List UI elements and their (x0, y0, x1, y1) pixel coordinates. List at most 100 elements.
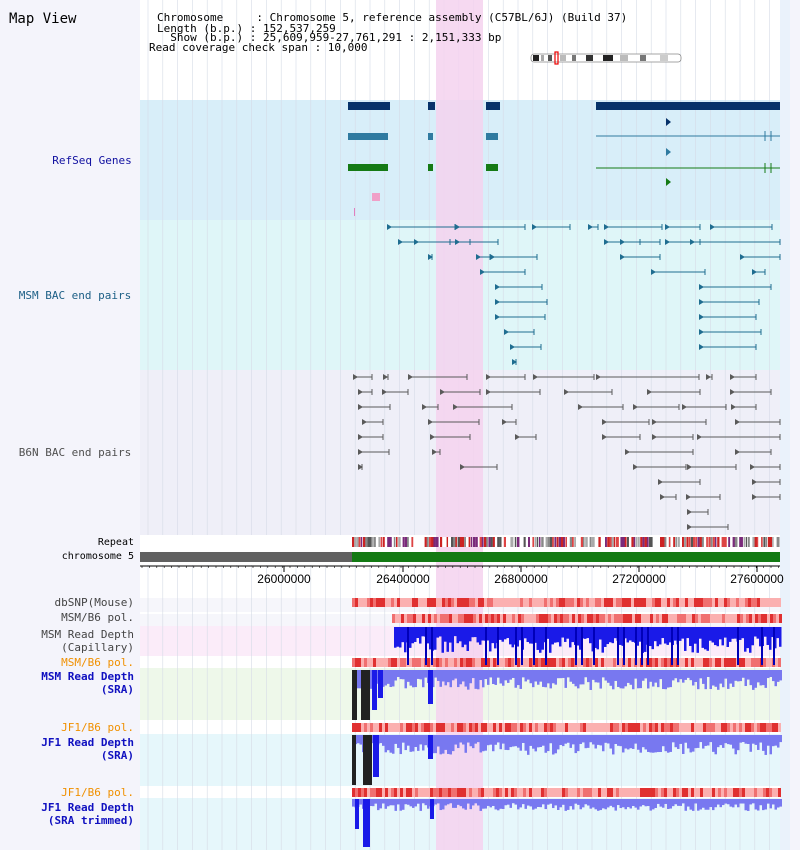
track-label-jf1-pol[interactable]: JF1/B6 pol. (61, 721, 134, 734)
pol-bin (355, 598, 358, 607)
pol-bin (463, 598, 466, 607)
pol-bin (583, 658, 586, 667)
bac-end-marker (687, 464, 692, 470)
depth-bar (709, 735, 712, 743)
track-label-msm-pol-sra[interactable]: MSM/B6 pol. (61, 656, 134, 669)
repeat-mark (717, 537, 720, 547)
pol-bin (679, 723, 682, 732)
track-label-msm-pol[interactable]: MSM/B6 pol. (61, 611, 134, 624)
pol-bin (523, 598, 526, 607)
depth-high (430, 799, 434, 819)
pol-bin (538, 658, 541, 667)
pol-bin (421, 723, 424, 732)
pol-bin (565, 788, 568, 797)
pol-bin (400, 598, 403, 607)
pol-bin (370, 658, 373, 667)
ideogram-band (603, 55, 613, 61)
repeat-mark (642, 537, 645, 547)
depth-bar (724, 799, 727, 804)
bac-end-marker (588, 224, 593, 230)
depth-bar (507, 735, 510, 751)
track-label-dbsnp[interactable]: dbSNP(Mouse) (54, 596, 134, 609)
depth-bar (672, 670, 675, 681)
depth-bar (729, 670, 732, 684)
bac-end-marker (602, 419, 607, 425)
bac-end-marker (730, 374, 735, 380)
pol-bin (733, 788, 736, 797)
pol-bin (430, 598, 433, 607)
depth-bar (454, 735, 457, 745)
pol-bin (481, 723, 484, 732)
track-label-refseq[interactable]: RefSeq Genes (52, 154, 132, 167)
track-label-msm-bac[interactable]: MSM BAC end pairs (18, 289, 132, 302)
depth-bar (547, 670, 550, 684)
depth-bar (752, 735, 755, 744)
pol-bin (778, 788, 781, 797)
pol-bin (497, 614, 500, 623)
pol-bin (709, 598, 712, 607)
pol-bin (487, 598, 490, 607)
depth-bar (579, 735, 582, 744)
pol-bin (565, 723, 568, 732)
pol-bin (388, 598, 391, 607)
depth-bar (769, 799, 772, 809)
depth-bar (404, 627, 407, 653)
pol-bin (457, 598, 460, 607)
pol-bin (740, 614, 743, 623)
depth-bar (542, 799, 545, 805)
track-label-msm-depth-capillary[interactable]: MSM Read Depth (Capillary) (41, 628, 134, 654)
pol-bin (607, 658, 610, 667)
pol-bin (476, 614, 479, 623)
pol-bin (692, 614, 695, 623)
depth-bar (424, 670, 427, 678)
depth-bar (482, 670, 485, 688)
repeat-mark (558, 537, 562, 547)
pol-bin (703, 658, 706, 667)
pol-bin (667, 723, 670, 732)
track-label-jf1-depth-sra[interactable]: JF1 Read Depth (SRA) (41, 736, 134, 762)
depth-bar (759, 670, 762, 686)
pol-bin (571, 788, 574, 797)
bac-end-marker (620, 254, 625, 260)
depth-bar (669, 735, 672, 752)
pol-bin (620, 614, 623, 623)
depth-bar (469, 735, 472, 747)
repeat-mark (453, 537, 456, 547)
repeat-mark (739, 537, 742, 547)
pol-bin (535, 723, 538, 732)
repeat-mark (552, 537, 554, 547)
pol-bin (472, 658, 475, 667)
depth-bar (667, 670, 670, 688)
track-label-msm-depth-sra[interactable]: MSM Read Depth (SRA) (41, 670, 134, 696)
track-label-jf1-pol-trimmed[interactable]: JF1/B6 pol. (61, 786, 134, 799)
depth-bar (732, 670, 735, 687)
depth-bar (687, 799, 690, 807)
pol-bin (419, 614, 422, 623)
repeat-mark (510, 537, 514, 547)
depth-bar (414, 670, 417, 688)
depth-bar (717, 799, 720, 805)
depth-bar (551, 627, 554, 645)
pol-bin (659, 614, 662, 623)
track-label-jf1-depth-trimmed[interactable]: JF1 Read Depth (SRA trimmed) (41, 801, 134, 827)
pol-bin (397, 788, 400, 797)
depth-bar (632, 735, 635, 749)
depth-bar (446, 627, 449, 652)
track-label-b6n-bac[interactable]: B6N BAC end pairs (18, 446, 132, 459)
pol-bin (643, 658, 646, 667)
pol-bin (470, 614, 473, 623)
bac-end-marker (455, 239, 460, 245)
pol-bin (680, 614, 683, 623)
depth-bar (471, 627, 474, 638)
repeat-mark (770, 537, 773, 547)
bac-end-marker (480, 269, 485, 275)
repeat-mark (550, 537, 553, 547)
pol-bin (601, 788, 604, 797)
repeat-mark (708, 537, 711, 547)
depth-bar (629, 670, 632, 685)
pol-bin (617, 614, 620, 623)
depth-bar (639, 799, 642, 807)
depth-bar (579, 799, 582, 810)
repeat-mark (638, 537, 640, 547)
